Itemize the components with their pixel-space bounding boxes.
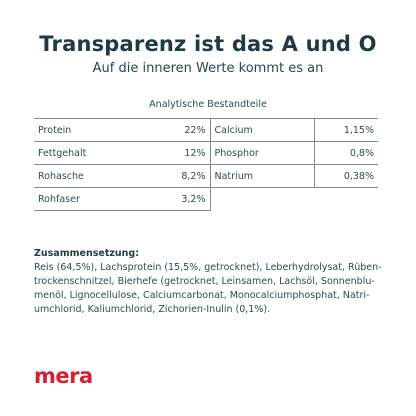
composition-line: Reis (64,5%), Lachsprotein (15,5%, getro… bbox=[34, 262, 382, 273]
nutrient-name: Natrium bbox=[210, 164, 314, 188]
nutrient-value: 8,2% bbox=[158, 164, 211, 188]
table-row: Rohfaser 3,2% bbox=[34, 187, 378, 211]
nutrient-value: 0,38% bbox=[313, 164, 378, 188]
empty-cell bbox=[314, 188, 378, 211]
table-row: Rohasche 8,2% Natrium 0,38% bbox=[34, 164, 378, 188]
brand-logo: mera bbox=[34, 364, 93, 388]
nutrient-value: 3,2% bbox=[158, 187, 211, 211]
page-subtitle: Auf die inneren Werte kommt es an bbox=[92, 61, 324, 76]
nutrient-value: 0,8% bbox=[313, 141, 378, 165]
composition-text: Reis (64,5%), Lachsprotein (15,5%, getro… bbox=[34, 261, 384, 317]
table-row: Fettgehalt 12% Phosphor 0,8% bbox=[34, 141, 378, 165]
nutrient-value: 12% bbox=[158, 141, 211, 165]
analysis-table: Protein 22% Calcium 1,15% Fettgehalt 12%… bbox=[34, 118, 378, 211]
analysis-caption: Analytische Bestandteile bbox=[149, 99, 267, 110]
nutrient-name: Rohasche bbox=[34, 164, 158, 188]
nutrient-name: Rohfaser bbox=[34, 187, 158, 211]
nutrient-name: Calcium bbox=[210, 118, 314, 142]
page-title: Transparenz ist das A und O bbox=[39, 32, 377, 56]
nutrient-value: 22% bbox=[158, 118, 211, 142]
nutrient-value: 1,15% bbox=[313, 118, 378, 142]
table-row: Protein 22% Calcium 1,15% bbox=[34, 118, 378, 142]
nutrient-name: Protein bbox=[34, 118, 158, 142]
empty-cell bbox=[210, 188, 314, 211]
composition-line: trockenschnitzel, Bierhefe (getrocknet, … bbox=[34, 276, 375, 287]
nutrient-name: Phosphor bbox=[210, 141, 314, 165]
nutrient-name: Fettgehalt bbox=[34, 141, 158, 165]
composition-line: umchlorid, Kaliumchlorid, Zichorien-Inul… bbox=[34, 304, 271, 315]
composition-heading: Zusammensetzung: bbox=[34, 248, 140, 259]
composition-line: menöl, Lignocellulose, Calciumcarbonat, … bbox=[34, 290, 370, 301]
